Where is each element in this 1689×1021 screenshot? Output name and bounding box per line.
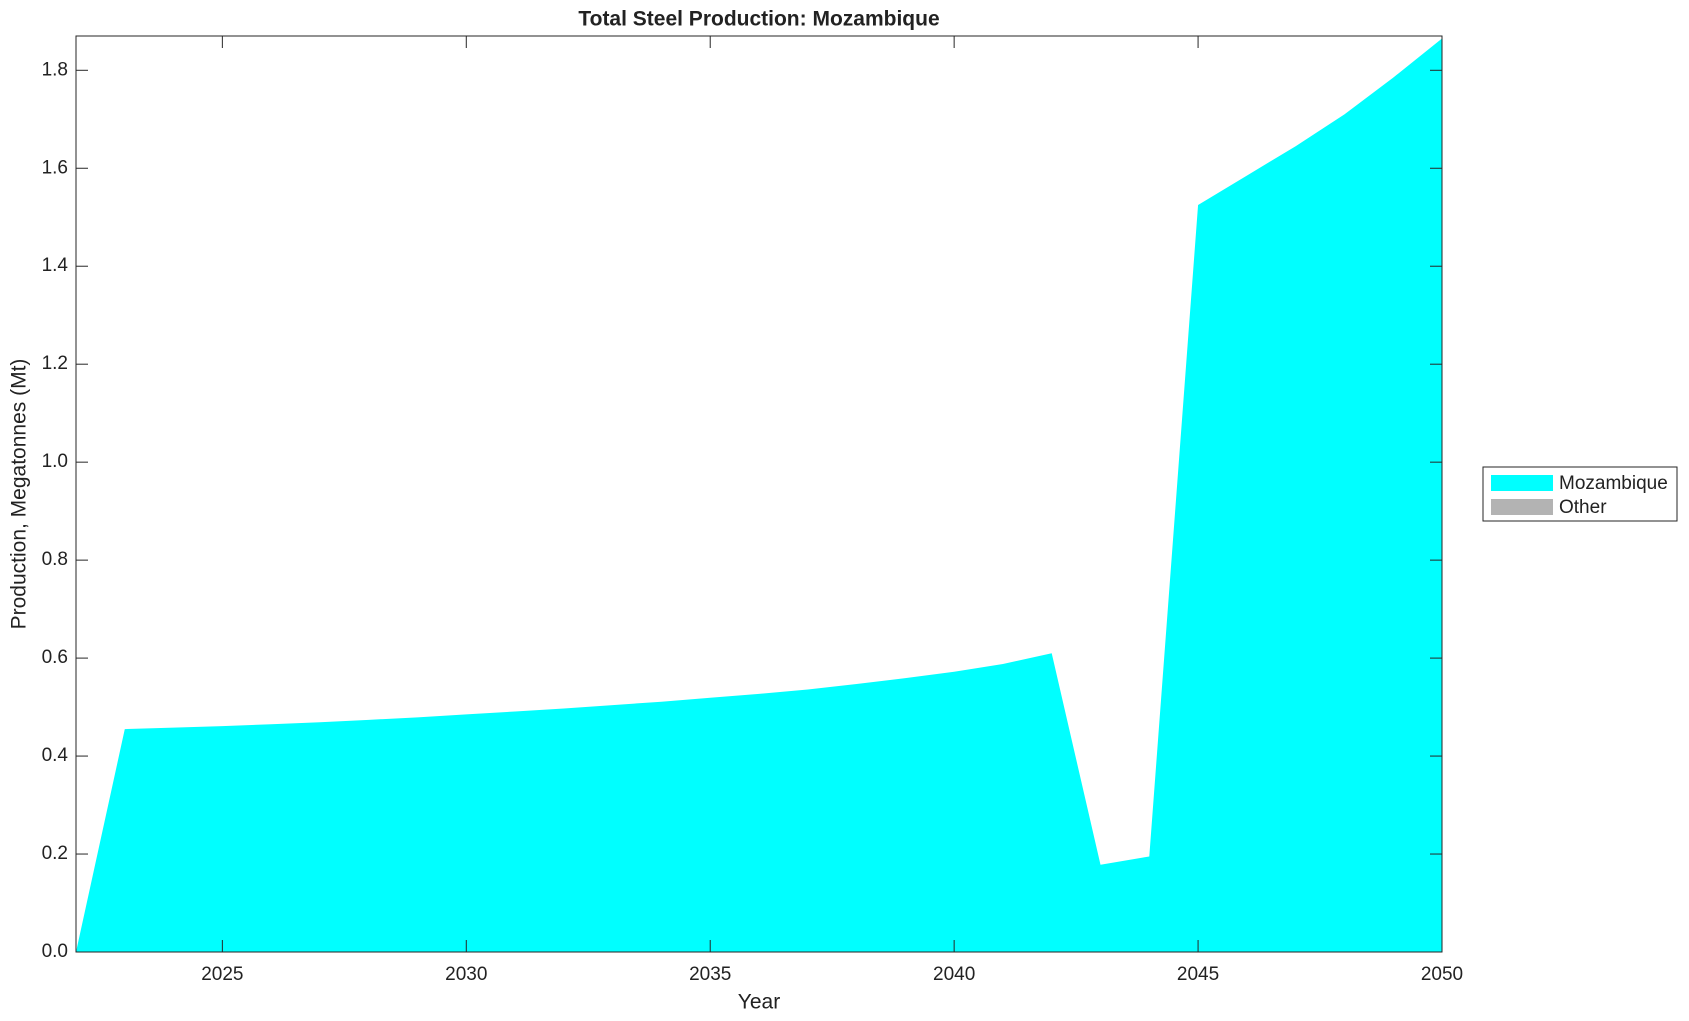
y-tick-label: 1.2 [42,353,68,374]
legend-label: Mozambique [1559,473,1668,494]
y-tick-label: 0.0 [42,941,68,962]
x-tick-label: 2050 [1421,964,1463,985]
legend-label: Other [1559,497,1607,518]
y-tick-label: 0.6 [42,647,68,668]
x-tick-label: 2030 [445,964,487,985]
y-tick-label: 0.2 [42,843,68,864]
y-tick-label: 1.4 [42,255,69,276]
y-tick-label: 1.0 [42,451,68,472]
x-tick-label: 2040 [933,964,975,985]
chart-title: Total Steel Production: Mozambique [578,8,939,31]
y-tick-label: 0.4 [42,745,69,766]
y-tick-label: 1.8 [42,59,68,80]
y-tick-label: 0.8 [42,549,68,570]
y-axis-label: Production, Megatonnes (Mt) [8,359,31,630]
area [76,38,1442,952]
x-tick-label: 2035 [689,964,731,985]
plot-frame [75,35,1443,953]
x-axis-label: Year [738,991,780,1014]
legend-swatch [1491,475,1553,491]
y-tick-label: 1.6 [42,157,68,178]
legend-swatch [1491,499,1553,515]
x-tick-label: 2045 [1177,964,1219,985]
x-tick-label: 2025 [201,964,243,985]
